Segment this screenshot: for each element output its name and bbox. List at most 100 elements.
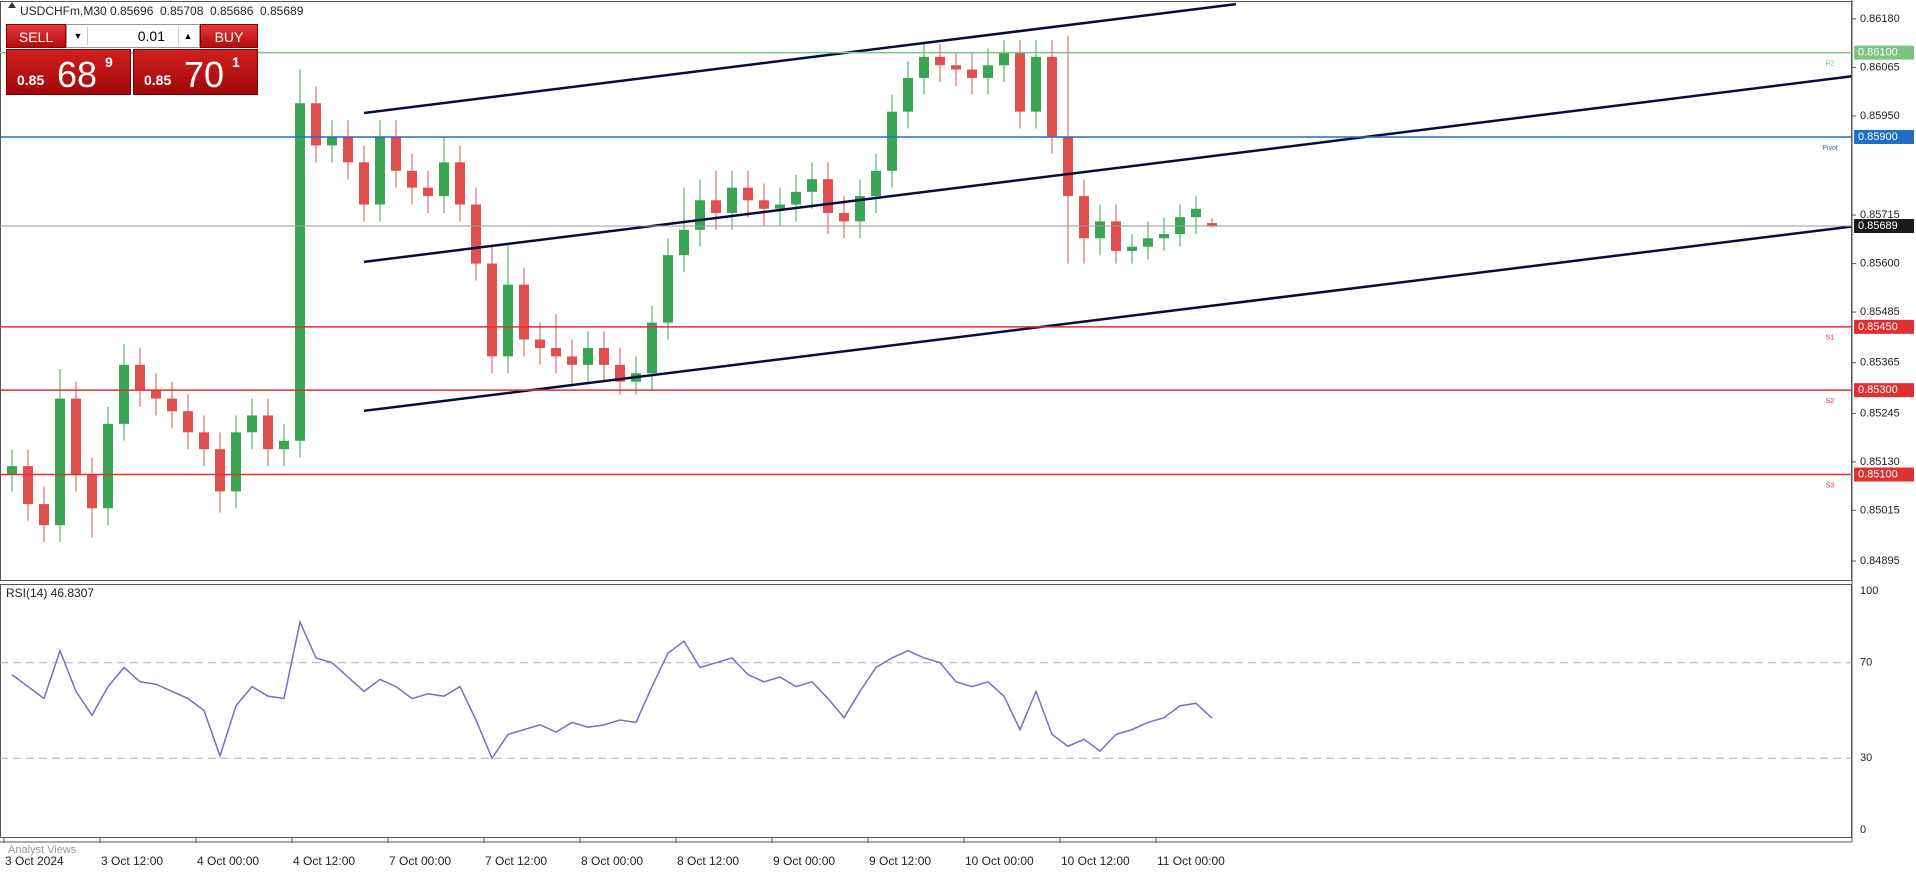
plot-area [7,2,1852,543]
ask-big: 0.85 [144,72,172,88]
level-label: 0.85100 [1858,468,1898,480]
candle-body [295,103,305,441]
candle-body [759,200,769,209]
footer-tab[interactable]: Analyst Views [8,844,77,856]
header-high: 0.85708 [160,4,204,18]
bid-pips: 68 [57,54,98,95]
candle-body [39,504,49,526]
main-pane [0,1,1852,581]
level-label-box [1854,219,1914,234]
level-label-box [1854,319,1914,334]
candle-body [375,137,385,205]
candle-body [519,284,529,340]
level-label-box [1854,45,1914,60]
level-label-box [1854,467,1914,482]
candle-body [167,398,177,412]
y-tick-label: 0.85600 [1860,257,1900,269]
candle-body [215,449,225,492]
x-tick-label: 9 Oct 12:00 [869,854,931,868]
candle-body [487,263,497,357]
x-tick-label: 4 Oct 00:00 [197,854,259,868]
lot-box[interactable]: ▼ 0.01 ▲ [66,24,200,48]
candle-body [647,322,657,374]
candle-body [1095,221,1105,239]
bid-frac: 9 [105,54,113,70]
level-name: S3 [1826,482,1835,489]
candle-body [743,187,753,201]
candle-body [343,137,353,163]
x-tick-label: 10 Oct 00:00 [965,854,1034,868]
buy-button[interactable]: BUY [200,24,258,48]
candle-body [999,52,1009,66]
x-tick-label: 8 Oct 12:00 [677,854,739,868]
candle-body [199,432,209,450]
header-close: 0.85689 [260,4,304,18]
candle-body [311,103,321,146]
candle-body [119,364,129,424]
candle-body [599,347,609,365]
candle-body [823,179,833,213]
candle-body [695,200,705,230]
candle-body [263,415,273,450]
rsi-tick-label: 0 [1860,824,1866,836]
level-label: 0.85900 [1858,131,1898,143]
y-tick-label: 0.86065 [1860,61,1900,73]
candle-body [135,364,145,391]
candle-body [1015,52,1025,112]
ask-quote[interactable]: 0.85 70 1 [133,49,258,95]
lot-value: 0.01 [137,28,165,44]
bid-quote[interactable]: 0.85 68 9 [6,49,131,95]
candle-body [71,398,81,475]
rsi-pane [0,584,1852,838]
candle-body [983,65,993,78]
candle-body [1079,196,1089,239]
candle-body [1031,56,1041,112]
level-label: 0.85450 [1858,321,1898,333]
candle-body [87,474,97,509]
candle-body [151,390,161,399]
candle-body [407,170,417,188]
x-tick-label: 11 Oct 00:00 [1157,854,1225,868]
header-open: 0.85696 [110,4,154,18]
level-label-box [1854,130,1914,145]
candle-body [583,347,593,365]
candle-body [615,364,625,382]
level-label: 0.85689 [1858,220,1898,232]
y-tick-label: 0.85950 [1860,110,1900,122]
x-tick-label: 8 Oct 00:00 [581,854,643,868]
candle-body [1159,234,1169,239]
trend-line [363,2,1237,115]
rsi-tick-label: 70 [1860,657,1872,669]
candle-body [1111,221,1121,251]
x-tick-label: 7 Oct 12:00 [485,854,547,868]
level-name: Pivot [1822,145,1838,152]
candle-body [1143,238,1153,247]
y-tick-label: 0.85130 [1860,456,1900,468]
candle-body [887,111,897,171]
x-tick-label: 9 Oct 00:00 [773,854,835,868]
y-tick-label: 0.85015 [1860,504,1900,516]
level-label: 0.86100 [1858,47,1898,59]
candle-body [727,187,737,213]
candle-body [423,187,433,197]
candle-body [439,162,449,197]
rsi-line [11,619,1213,760]
sell-button[interactable]: SELL [6,24,66,48]
candle-body [23,466,33,505]
candle-body [711,200,721,213]
header-low: 0.85686 [210,4,254,18]
candle-body [103,423,113,509]
symbol-title: USDCHFm,M30 [20,4,107,18]
candle-body [1047,56,1057,138]
candle-body [1207,223,1217,227]
level-label-box [1854,383,1914,398]
ask-pips: 70 [184,54,225,95]
candle-body [775,204,785,209]
collapse-icon[interactable] [8,2,16,8]
candle-body [279,440,289,450]
candle-body [663,255,673,323]
candle-body [359,162,369,205]
candle-body [1127,246,1137,251]
candle-body [1063,137,1073,197]
